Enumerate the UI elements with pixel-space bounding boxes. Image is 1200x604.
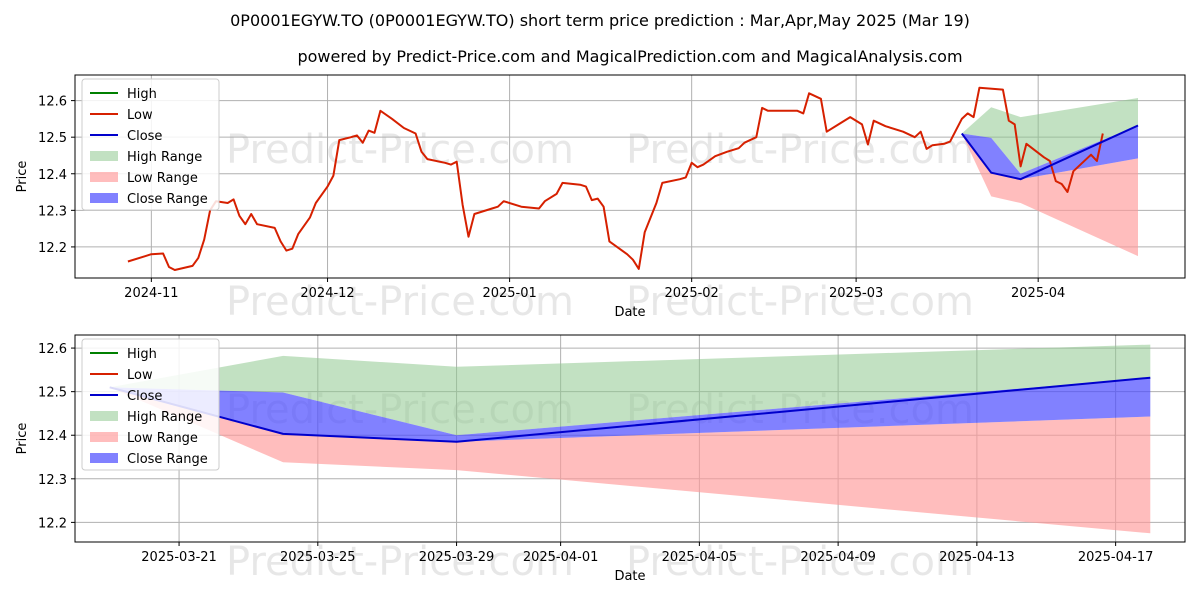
high-range-band [109, 344, 1151, 436]
legend-close-label: Close [127, 389, 162, 404]
watermark-text: Predict-Price.com [626, 279, 974, 325]
watermark-text: Predict-Price.com [226, 279, 574, 325]
close-range-band [961, 125, 1138, 180]
y-tick-label: 12.2 [38, 241, 67, 256]
y-axis-label: Price [15, 423, 30, 455]
legend-high-range-swatch [90, 411, 118, 421]
legend-high-range-label: High Range [127, 150, 202, 165]
y-tick-label: 12.4 [38, 168, 67, 183]
legend-high-range-label: High Range [127, 410, 202, 425]
y-tick-label: 12.4 [38, 429, 67, 444]
legend-low-range-label: Low Range [127, 171, 198, 186]
x-tick-label: 2025-03-29 [419, 550, 495, 565]
x-tick-label: 2024-11 [124, 286, 178, 301]
x-tick-label: 2025-04-09 [800, 550, 876, 565]
y-tick-label: 12.3 [38, 204, 67, 219]
chart-subtitle: powered by Predict-Price.com and Magical… [297, 47, 962, 66]
watermark-text: Predict-Price.com [626, 539, 974, 585]
x-axis-label: Date [614, 569, 645, 584]
legend-low-range-label: Low Range [127, 431, 198, 446]
legend-close-range-swatch [90, 193, 118, 203]
x-tick-label: 2025-03-25 [280, 550, 356, 565]
prediction-zoom-panel: Predict-Price.comPredict-Price.comPredic… [15, 334, 1186, 585]
legend-low-range-swatch [90, 432, 118, 442]
plot-frame [74, 74, 1186, 279]
close-range-band [109, 377, 1151, 442]
x-tick-label: 2025-04-01 [523, 550, 599, 565]
x-tick-label: 2025-01 [482, 286, 536, 301]
legend-close-range-label: Close Range [127, 192, 208, 207]
watermark-text: Predict-Price.com [226, 127, 574, 173]
legend-close-range-swatch [90, 453, 118, 463]
chart-title: 0P0001EGYW.TO (0P0001EGYW.TO) short term… [230, 11, 970, 30]
main-price-panel: Predict-Price.com Predict-Price.com Predic… [15, 74, 1186, 325]
x-tick-label: 2025-03-21 [141, 550, 217, 565]
x-tick-label: 2025-02 [665, 286, 719, 301]
low-price-line [127, 86, 1104, 271]
y-tick-label: 12.5 [38, 131, 67, 146]
low-range-band [961, 133, 1138, 257]
legend-close-range-label: Close Range [127, 452, 208, 467]
y-tick-label: 12.2 [38, 516, 67, 531]
y-tick-label: 12.5 [38, 386, 67, 401]
predicted-close-line [961, 124, 1139, 181]
watermark-text: Predict-Price.com [626, 127, 974, 173]
y-tick-label: 12.6 [38, 342, 67, 357]
x-tick-label: 2025-04-13 [939, 550, 1015, 565]
low-range-band [109, 387, 1151, 534]
y-tick-label: 12.3 [38, 473, 67, 488]
x-tick-label: 2025-04-05 [662, 550, 738, 565]
x-tick-label: 2024-12 [300, 286, 354, 301]
legend-low-range-swatch [90, 172, 118, 182]
plot-frame [74, 334, 1186, 543]
watermark-text: Predict-Price.com [226, 539, 574, 585]
legend-high-label: High [127, 347, 157, 362]
legend-high-label: High [127, 87, 157, 102]
legend-high-range-swatch [90, 151, 118, 161]
x-tick-label: 2025-03 [829, 286, 883, 301]
high-range-band [961, 98, 1138, 174]
y-axis-label: Price [15, 161, 30, 193]
x-tick-label: 2025-04-17 [1078, 550, 1154, 565]
x-axis-label: Date [614, 305, 645, 320]
legend-low-label: Low [127, 368, 153, 383]
x-tick-label: 2025-04 [1011, 286, 1065, 301]
y-tick-label: 12.6 [38, 95, 67, 110]
legend-close-label: Close [127, 129, 162, 144]
legend-low-label: Low [127, 108, 153, 123]
